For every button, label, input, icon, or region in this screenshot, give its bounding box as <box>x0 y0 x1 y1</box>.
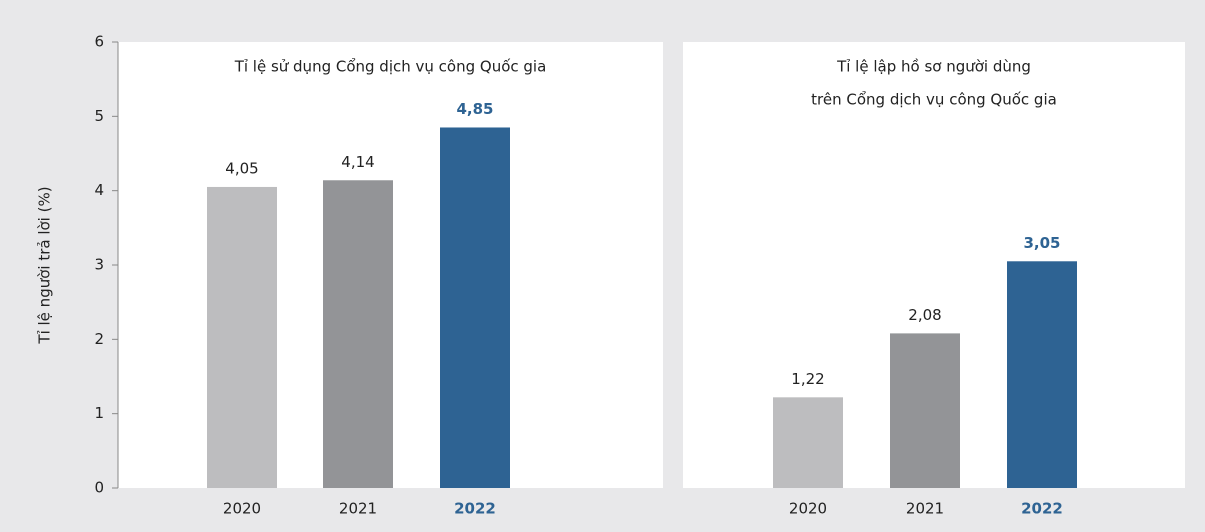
x-tick-label: 2022 <box>1021 500 1063 518</box>
y-tick-label: 5 <box>94 107 104 125</box>
bar <box>207 186 277 488</box>
x-tick-label: 2020 <box>789 500 827 518</box>
y-tick-label: 3 <box>94 256 104 274</box>
value-label: 2,08 <box>908 306 941 324</box>
bar <box>440 127 510 488</box>
bar <box>323 180 393 488</box>
y-axis-label: Tỉ lệ người trả lời (%) <box>36 186 54 344</box>
bar <box>773 397 843 488</box>
value-label: 1,22 <box>791 370 824 388</box>
x-tick-label: 2021 <box>906 500 944 518</box>
x-tick-label: 2021 <box>339 500 377 518</box>
chart-title: trên Cổng dịch vụ công Quốc gia <box>811 91 1057 109</box>
chart-title: Tỉ lệ lập hồ sơ người dùng <box>836 58 1031 76</box>
y-tick-label: 6 <box>94 33 104 51</box>
y-tick-label: 4 <box>94 181 104 199</box>
value-label: 4,14 <box>341 153 374 171</box>
y-tick-label: 2 <box>94 330 104 348</box>
chart-title: Tỉ lệ sử dụng Cổng dịch vụ công Quốc gia <box>234 58 547 76</box>
y-tick-label: 1 <box>94 404 104 422</box>
x-tick-label: 2022 <box>454 500 496 518</box>
bar <box>890 333 960 488</box>
value-label: 4,05 <box>225 159 258 177</box>
bar <box>1007 261 1077 488</box>
value-label: 3,05 <box>1023 234 1060 252</box>
value-label: 4,85 <box>456 100 493 118</box>
x-tick-label: 2020 <box>223 500 261 518</box>
y-tick-label: 0 <box>94 479 104 497</box>
